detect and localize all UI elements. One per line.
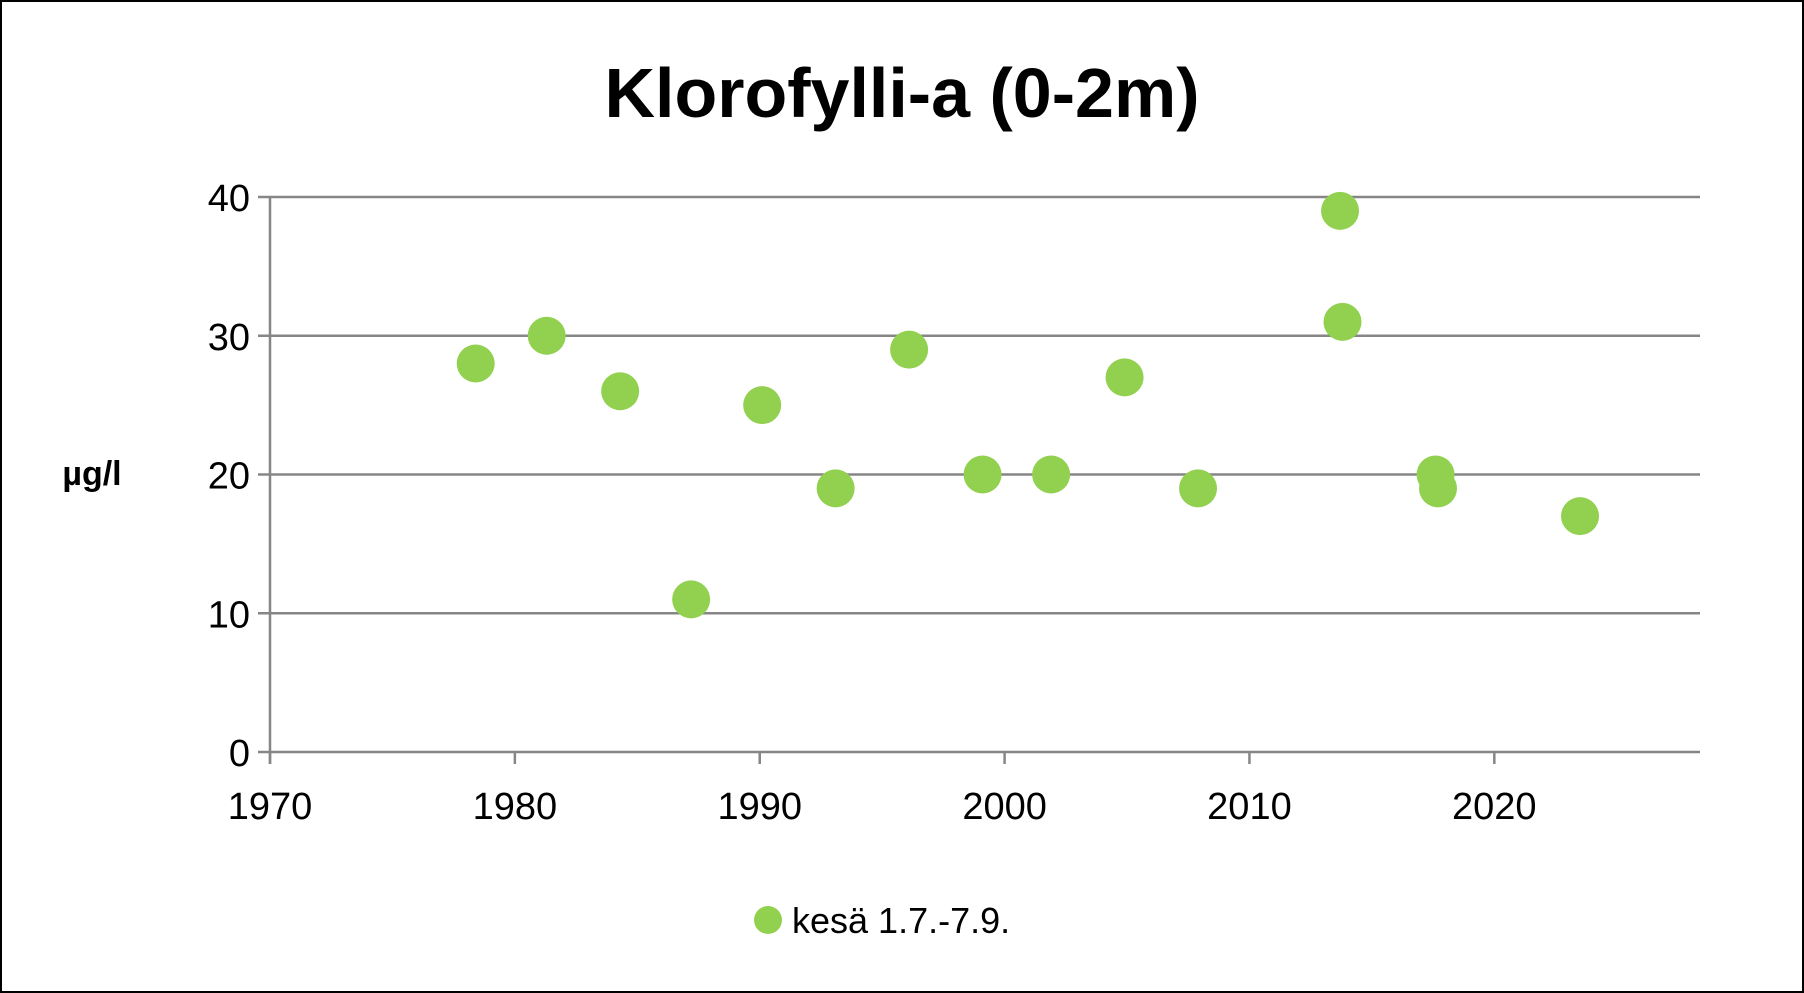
data-point xyxy=(963,455,1002,494)
axes xyxy=(268,197,1496,764)
data-point xyxy=(672,580,711,619)
data-point xyxy=(1179,469,1218,508)
y-tick-label: 40 xyxy=(208,178,250,220)
data-point xyxy=(816,469,855,508)
y-tick-label: 10 xyxy=(208,594,250,636)
data-point xyxy=(601,372,640,411)
data-points xyxy=(456,191,1600,619)
x-tick-label: 1990 xyxy=(717,786,802,828)
x-tick-label: 1970 xyxy=(228,786,313,828)
data-point xyxy=(1105,358,1144,397)
legend-label: kesä 1.7.-7.9. xyxy=(792,900,1010,941)
data-point xyxy=(527,316,566,355)
data-point xyxy=(1032,455,1071,494)
x-tick-label: 2020 xyxy=(1452,786,1537,828)
data-point xyxy=(890,330,929,369)
data-point xyxy=(1561,497,1600,536)
y-tick-labels: 0 10 20 30 40 xyxy=(208,178,250,775)
data-point xyxy=(1321,191,1360,230)
data-point xyxy=(456,344,495,383)
legend-marker xyxy=(754,906,782,934)
y-tick-label: 30 xyxy=(208,317,250,359)
y-tick-label: 0 xyxy=(229,733,250,775)
data-point xyxy=(743,386,782,425)
x-tick-label: 2010 xyxy=(1207,786,1292,828)
y-axis-label: µg/l xyxy=(62,455,121,493)
x-tick-label: 2000 xyxy=(962,786,1047,828)
legend: kesä 1.7.-7.9. xyxy=(754,900,1010,941)
y-tick-label: 20 xyxy=(208,456,250,498)
data-point xyxy=(1418,469,1457,508)
x-tick-label: 1980 xyxy=(473,786,558,828)
x-tick-labels: 1970 1980 1990 2000 2010 2020 xyxy=(228,786,1537,828)
chart-title: Klorofylli-a (0-2m) xyxy=(604,54,1199,132)
data-point xyxy=(1323,302,1362,341)
